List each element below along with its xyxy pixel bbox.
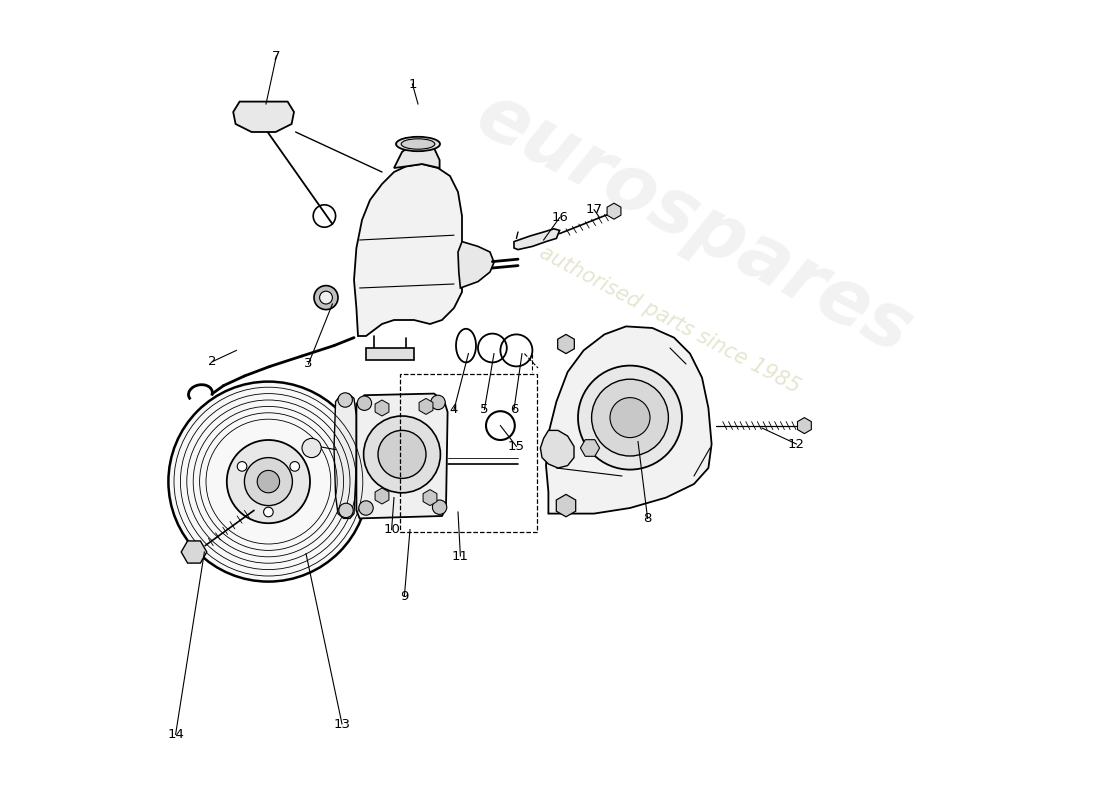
Circle shape — [610, 398, 650, 438]
Polygon shape — [419, 398, 433, 414]
Polygon shape — [557, 494, 575, 517]
Ellipse shape — [396, 137, 440, 151]
Circle shape — [432, 500, 447, 514]
Text: 13: 13 — [333, 718, 351, 730]
Circle shape — [592, 379, 669, 456]
Text: 2: 2 — [208, 355, 217, 368]
Polygon shape — [334, 394, 356, 518]
Text: 10: 10 — [383, 523, 400, 536]
Text: eurospares: eurospares — [463, 78, 924, 370]
Circle shape — [290, 462, 299, 471]
Polygon shape — [375, 488, 389, 504]
Circle shape — [314, 286, 338, 310]
Polygon shape — [607, 203, 620, 219]
Text: 4: 4 — [450, 403, 459, 416]
Text: 1: 1 — [408, 78, 417, 90]
Polygon shape — [182, 541, 207, 563]
Circle shape — [320, 291, 332, 304]
Text: 17: 17 — [585, 203, 603, 216]
Circle shape — [578, 366, 682, 470]
Polygon shape — [424, 490, 437, 506]
Text: authorised parts since 1985: authorised parts since 1985 — [537, 242, 804, 398]
Circle shape — [364, 416, 440, 493]
Polygon shape — [458, 242, 494, 288]
Text: 11: 11 — [452, 550, 469, 562]
Circle shape — [244, 458, 293, 506]
Circle shape — [378, 430, 426, 478]
Circle shape — [302, 438, 321, 458]
Polygon shape — [394, 144, 440, 168]
Circle shape — [257, 470, 279, 493]
Polygon shape — [354, 164, 462, 336]
Circle shape — [359, 501, 373, 515]
Polygon shape — [540, 430, 574, 468]
Text: 8: 8 — [644, 512, 652, 525]
Ellipse shape — [402, 138, 434, 149]
Text: 15: 15 — [508, 440, 525, 453]
Text: 3: 3 — [304, 358, 312, 370]
Bar — [399, 374, 537, 532]
Text: 5: 5 — [480, 403, 488, 416]
Bar — [366, 348, 414, 360]
Text: 7: 7 — [272, 50, 280, 62]
Circle shape — [339, 503, 353, 518]
Polygon shape — [798, 418, 812, 434]
Polygon shape — [558, 334, 574, 354]
Circle shape — [168, 382, 368, 582]
Circle shape — [264, 507, 273, 517]
Circle shape — [338, 393, 352, 407]
Polygon shape — [514, 229, 560, 250]
Circle shape — [358, 396, 372, 410]
Circle shape — [431, 395, 446, 410]
Text: 16: 16 — [551, 211, 568, 224]
Polygon shape — [581, 440, 600, 456]
Circle shape — [238, 462, 246, 471]
Text: 14: 14 — [167, 728, 184, 741]
Text: 12: 12 — [788, 438, 805, 450]
Text: 6: 6 — [509, 403, 518, 416]
Text: 9: 9 — [400, 590, 408, 602]
Polygon shape — [375, 400, 389, 416]
Polygon shape — [233, 102, 294, 132]
Polygon shape — [356, 394, 448, 518]
Circle shape — [227, 440, 310, 523]
Polygon shape — [546, 326, 712, 514]
